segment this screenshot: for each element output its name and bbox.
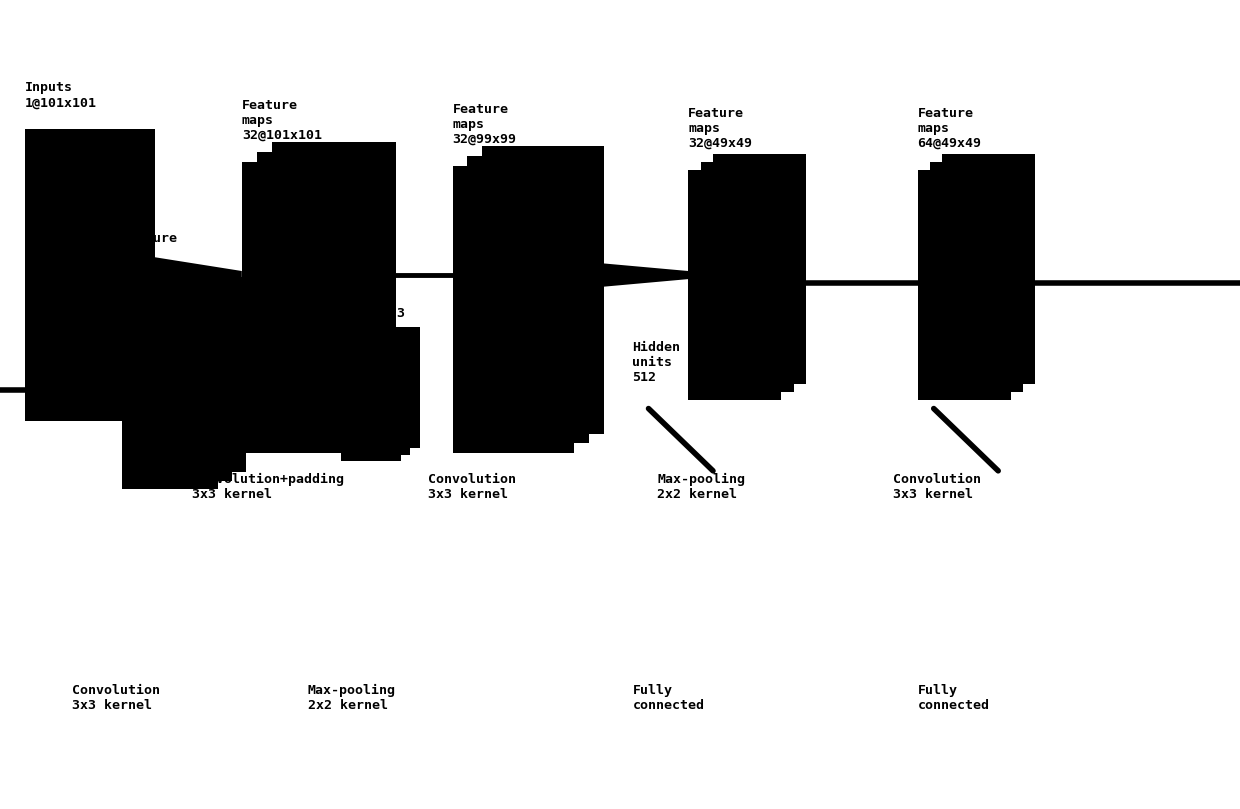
Text: Fully
connected: Fully connected <box>632 684 704 712</box>
Text: Hidden
units
512: Hidden units 512 <box>632 341 681 384</box>
Text: Feature
maps
64@49x49: Feature maps 64@49x49 <box>918 107 982 150</box>
Text: Feature
maps
32@101x101: Feature maps 32@101x101 <box>242 99 322 142</box>
Text: Convolution
3x3 kernel: Convolution 3x3 kernel <box>72 684 160 712</box>
Bar <box>135 286 232 481</box>
Bar <box>713 154 806 384</box>
Polygon shape <box>155 257 242 293</box>
Text: Feature
maps
32@49x49: Feature maps 32@49x49 <box>688 107 753 150</box>
Bar <box>942 154 1035 384</box>
Bar <box>25 129 155 421</box>
Bar <box>918 170 1011 400</box>
Text: Convolution
3x3 kernel: Convolution 3x3 kernel <box>893 473 981 502</box>
Text: Fully
connected: Fully connected <box>918 684 990 712</box>
Bar <box>701 162 794 392</box>
Polygon shape <box>589 262 688 288</box>
Bar <box>272 142 396 434</box>
Text: Convolution+padding
3x3 kernel: Convolution+padding 3x3 kernel <box>192 473 345 502</box>
Bar <box>453 166 574 453</box>
Text: Max-pooling
2x2 kernel: Max-pooling 2x2 kernel <box>308 684 396 712</box>
Text: Outputs
101: Outputs 101 <box>918 356 973 384</box>
Text: Inputs
1@101x101: Inputs 1@101x101 <box>25 81 97 109</box>
Bar <box>688 170 781 400</box>
Text: Convolution
3x3 kernel: Convolution 3x3 kernel <box>428 473 516 502</box>
Bar <box>122 295 218 489</box>
Bar <box>361 327 420 448</box>
Text: Max-pooling
2x2 kernel: Max-pooling 2x2 kernel <box>657 473 745 502</box>
Text: Feature
maps
32@99x99: Feature maps 32@99x99 <box>453 103 517 146</box>
Bar <box>930 162 1023 392</box>
Bar <box>467 156 589 443</box>
Bar <box>257 152 381 443</box>
Bar <box>341 340 401 461</box>
Bar <box>482 146 604 434</box>
Text: Feature
maps
64@47x47: Feature maps 64@47x47 <box>122 232 186 275</box>
Bar <box>149 277 246 472</box>
Bar <box>242 162 366 453</box>
Polygon shape <box>234 377 341 404</box>
Bar <box>351 333 410 455</box>
Text: Feature
maps
64@23x23: Feature maps 64@23x23 <box>341 277 405 320</box>
